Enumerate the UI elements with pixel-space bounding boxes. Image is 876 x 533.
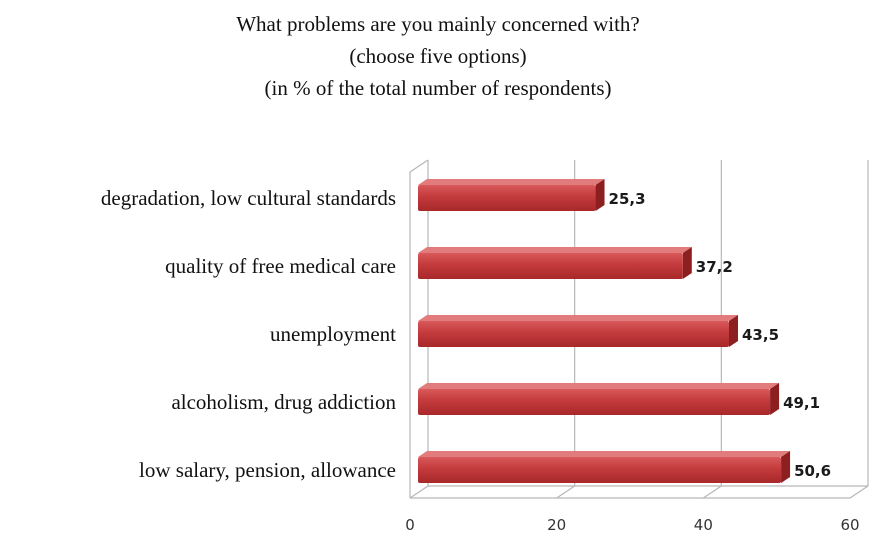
value-label-3: 49,1: [783, 394, 820, 412]
floor-diagonal-20: [556, 485, 575, 499]
labels: 0 20 40 60 25,3 degradation, low cultural sta…: [101, 186, 860, 533]
value-label-1: 37,2: [696, 258, 733, 276]
value-label-0: 25,3: [609, 190, 646, 208]
bars: [418, 179, 791, 483]
bar-top-2: [418, 315, 738, 321]
floor-diagonal-0: [409, 485, 429, 499]
value-label-2: 43,5: [742, 326, 779, 344]
y-axis-top-diagonal: [409, 159, 429, 173]
category-label-1: quality of free medical care: [165, 254, 396, 278]
x-tick-label-0: 0: [405, 516, 415, 533]
bar-top-0: [418, 179, 605, 185]
category-label-0: degradation, low cultural standards: [101, 186, 396, 210]
value-label-4: 50,6: [794, 462, 831, 480]
bar-top-3: [418, 383, 780, 389]
bar-3: [418, 389, 771, 415]
chart-title-block: What problems are you mainly concerned w…: [0, 8, 876, 104]
bar-1: [418, 253, 683, 279]
bar-4: [418, 457, 782, 483]
bar-0: [418, 185, 596, 211]
chart-subtitle-1: (choose five options): [349, 44, 527, 68]
floor-diagonal-40: [703, 485, 722, 499]
chart-subtitle-2: (in % of the total number of respondents…: [264, 76, 612, 100]
x-tick-label-40: 40: [694, 516, 713, 533]
bar-side-3: [770, 383, 780, 415]
category-label-4: low salary, pension, allowance: [139, 458, 396, 482]
bar-side-0: [595, 179, 605, 211]
bar-side-2: [729, 315, 738, 347]
category-label-2: unemployment: [270, 322, 396, 346]
chart-title: What problems are you mainly concerned w…: [236, 12, 640, 36]
bar-side-1: [682, 247, 692, 279]
x-tick-label-60: 60: [840, 516, 859, 533]
floor-diagonal-60: [849, 485, 869, 499]
x-tick-label-20: 20: [547, 516, 566, 533]
bar-top-4: [418, 451, 791, 457]
bar-top-1: [418, 247, 692, 253]
bar-side-4: [781, 451, 791, 483]
category-label-3: alcoholism, drug addiction: [171, 390, 396, 414]
bar-2: [418, 321, 729, 347]
